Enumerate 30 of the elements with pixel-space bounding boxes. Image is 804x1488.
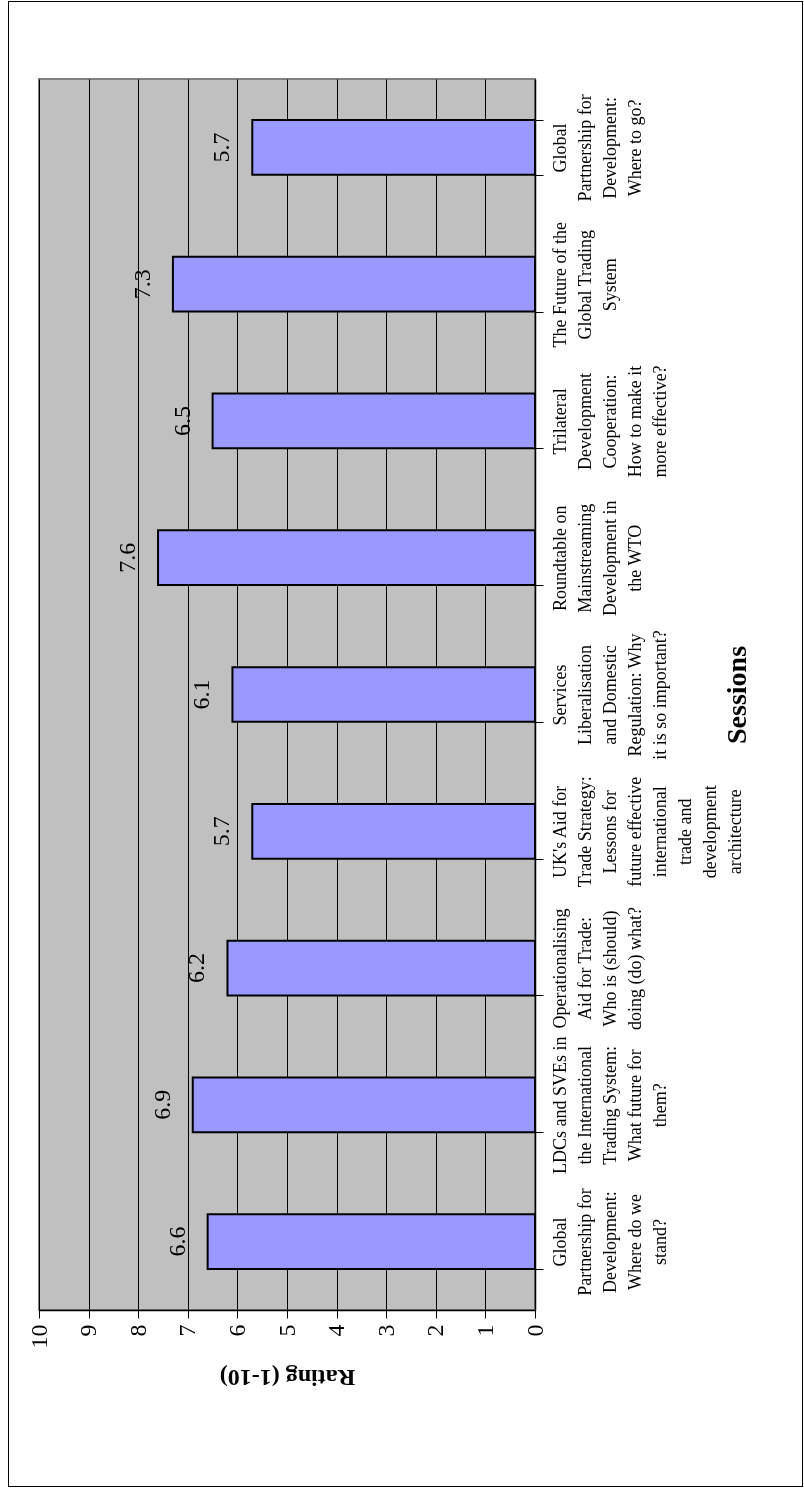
x-tick-label: 8 (124, 1324, 151, 1337)
data-label: 6.1 (188, 679, 215, 710)
x-axis-title: Rating (1-10) (219, 1364, 356, 1391)
x-tick-label: 7 (174, 1324, 201, 1337)
y-axis-title: Sessions (720, 645, 752, 745)
y-tick-label: Trilateral Development Cooperation: How to make it more effective? (549, 365, 670, 478)
data-label: 5.7 (208, 132, 235, 163)
x-tick-label: 3 (372, 1324, 399, 1337)
x-tick-label: 10 (25, 1324, 52, 1349)
y-tick-label: UK's Aid for Trade Strategy: Lessons for future effective international trade and development architecture (549, 776, 745, 888)
y-tick-label: Roundtable on Mainstreaming Development in the WTO (549, 500, 645, 616)
data-label: 6.9 (148, 1089, 175, 1120)
x-tick-label: 6 (223, 1324, 250, 1337)
x-tick-label: 9 (75, 1324, 102, 1337)
x-tick-label: 5 (273, 1324, 300, 1337)
x-tick-label: 1 (471, 1324, 498, 1337)
x-tick-label: 0 (521, 1324, 548, 1337)
y-tick-label: Global Partnership for Development: Where do we stand? (549, 1188, 670, 1296)
y-tick-label: The Future of the Global Trading System (549, 221, 620, 348)
data-label: 6.2 (183, 953, 210, 984)
data-label: 7.3 (128, 269, 155, 300)
x-tick-label: 4 (323, 1324, 350, 1337)
data-label: 5.7 (208, 816, 235, 847)
y-tick-label: Operationalising Aid for Trade: Who is (should) doing (do) what? (549, 907, 646, 1031)
y-tick-label: Global Partnership for Development: Where to go? (549, 94, 645, 202)
y-tick-label: LDCs and SVEs in the International Trading System: What future for them? (549, 1036, 670, 1175)
y-tick-label: Services Liberalisation and Domestic Regulation: Why it is so important? (549, 630, 670, 760)
data-label: 7.6 (114, 542, 141, 573)
data-label: 6.6 (163, 1226, 190, 1257)
x-tick-label: 2 (422, 1324, 449, 1337)
